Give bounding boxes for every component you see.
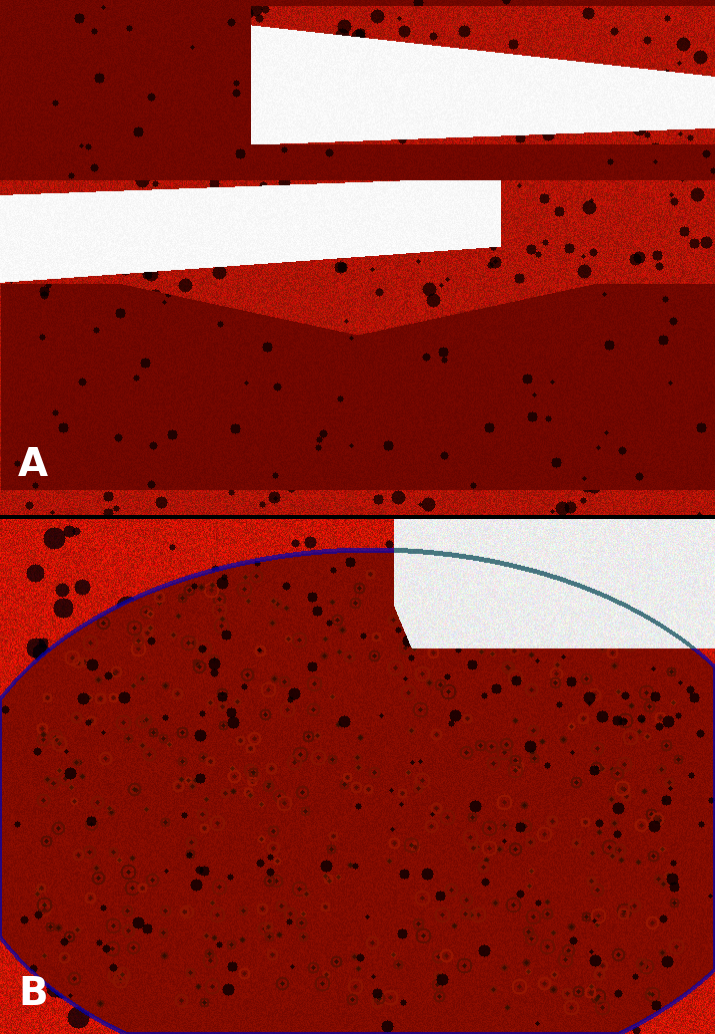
Text: B: B	[18, 975, 47, 1013]
Text: A: A	[18, 446, 48, 484]
